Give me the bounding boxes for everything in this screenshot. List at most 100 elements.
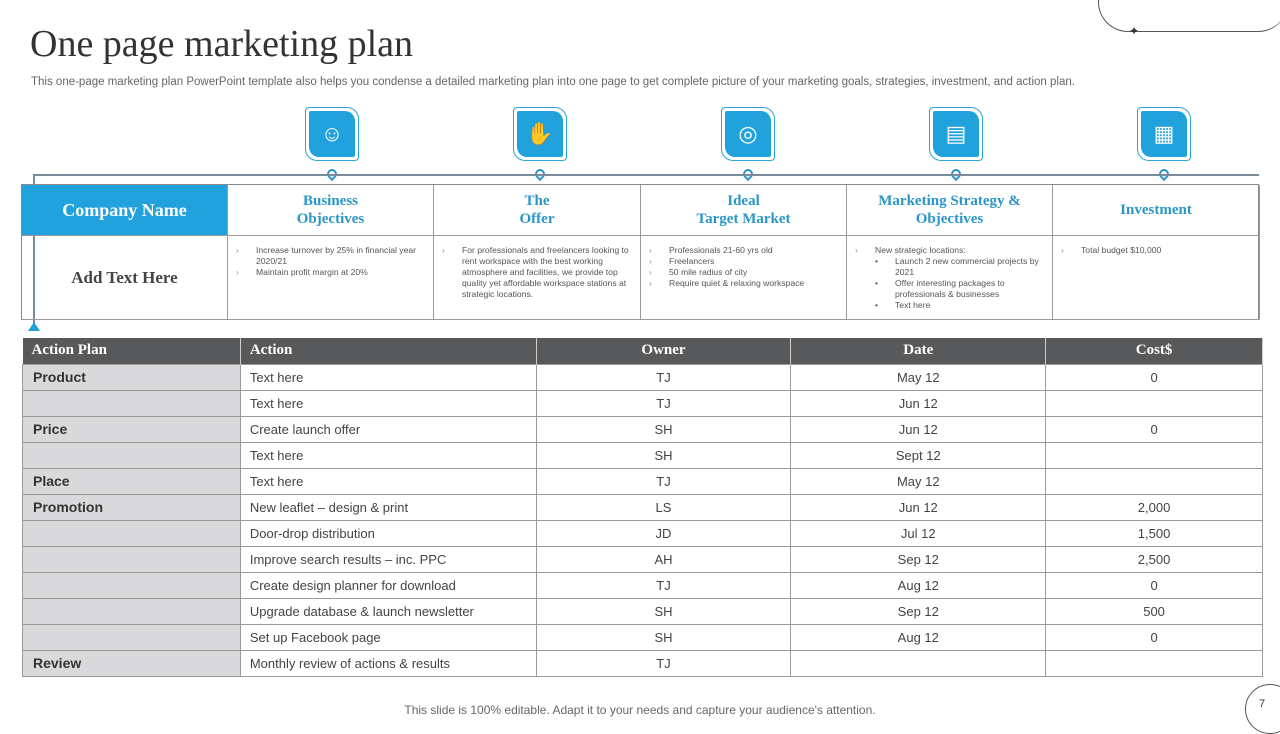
table-row: Place Text here TJ May 12 [22, 467, 1263, 495]
sub-bullet-item: • Text here [875, 300, 931, 310]
table-row: Review Monthly review of actions & result… [22, 649, 1263, 677]
cost-cell [1045, 441, 1263, 469]
column-header: Owner [536, 338, 792, 364]
team-award-icon: ☺ [305, 107, 359, 161]
action-cell: Text here [239, 363, 537, 391]
chevron-bullet-icon: › [649, 279, 652, 288]
owner-cell: TJ [535, 389, 792, 417]
owner-cell: LS [535, 493, 792, 521]
action-cell: Upgrade database & launch newsletter [239, 597, 537, 625]
chevron-bullet-icon: › [855, 246, 858, 255]
bullet-text: New strategic locations: [875, 245, 966, 255]
date-cell: Jun 12 [790, 415, 1047, 443]
category-cell: Review [22, 649, 241, 677]
table-row: Text here TJ Jun 12 [22, 389, 1263, 417]
bullet-item: › Require quiet & relaxing workspace [649, 278, 838, 289]
category-cell [22, 571, 241, 599]
column-heading: Ideal Target Market [641, 185, 847, 236]
owner-cell: SH [535, 597, 792, 625]
footer-note: This slide is 100% editable. Adapt it to… [404, 703, 876, 717]
category-cell: Promotion [22, 493, 241, 521]
bullet-text: 50 mile radius of city [669, 267, 748, 277]
action-cell: Create design planner for download [239, 571, 537, 599]
owner-cell: SH [535, 441, 792, 469]
column-body: › For professionals and freelancers looki… [434, 236, 641, 320]
sub-bullet-item: • Offer interesting packages to professio… [855, 278, 1044, 300]
owner-cell: TJ [535, 363, 792, 391]
sub-bullet-text: Launch 2 new commercial projects by 2021 [895, 256, 1039, 277]
bullet-item: › Increase turnover by 25% in financial y… [236, 245, 425, 267]
owner-cell: AH [535, 545, 792, 573]
date-cell: Sep 12 [790, 597, 1047, 625]
corner-decoration [1098, 0, 1280, 32]
chevron-bullet-icon: › [1061, 246, 1064, 255]
category-cell [22, 519, 241, 547]
cost-cell [1045, 649, 1263, 677]
cost-cell: 2,000 [1045, 493, 1263, 521]
action-cell: Improve search results – inc. PPC [239, 545, 537, 573]
bullet-text: Freelancers [669, 256, 715, 266]
table-row: Set up Facebook page SH Aug 12 0 [22, 623, 1263, 651]
cost-cell: 2,500 [1045, 545, 1263, 573]
bullet-text: Require quiet & relaxing workspace [669, 278, 805, 288]
category-cell: Product [22, 363, 241, 391]
bullet-item: › New strategic locations: [855, 245, 1044, 256]
table-row: Price Create launch offer SH Jun 12 0 [22, 415, 1263, 443]
action-cell: Door-drop distribution [239, 519, 537, 547]
sub-bullet-item: • Launch 2 new commercial projects by 202… [855, 256, 1044, 278]
table-row: Door-drop distribution JD Jul 12 1,500 [22, 519, 1263, 547]
owner-cell: TJ [535, 571, 792, 599]
bullet-text: Increase turnover by 25% in financial ye… [256, 245, 417, 266]
column-header: Date [790, 338, 1047, 364]
chevron-bullet-icon: › [236, 246, 239, 255]
date-cell: Jul 12 [790, 519, 1047, 547]
table-row: Promotion New leaflet – design & print LS J… [22, 493, 1263, 521]
company-name: Company Name [22, 185, 228, 236]
bullet-item: › Freelancers [649, 256, 838, 267]
column-heading: Business Objectives [228, 185, 434, 236]
timeline-line [33, 174, 1259, 176]
chevron-bullet-icon: › [442, 246, 445, 255]
category-cell [22, 389, 241, 417]
column-body: › Total budget $10,000 [1053, 236, 1260, 320]
column-header: Action [240, 338, 537, 364]
table-row: Text here SH Sept 12 [22, 441, 1263, 469]
action-cell: Text here [239, 467, 537, 495]
sub-bullet-text: Text here [895, 300, 931, 310]
action-cell: Text here [239, 441, 537, 469]
cost-cell: 0 [1045, 363, 1263, 391]
clipboard-icon: ▤ [929, 107, 983, 161]
category-cell [22, 545, 241, 573]
timeline-vertical-line [33, 174, 35, 326]
bullet-text: Professionals 21-60 yrs old [669, 245, 773, 255]
arrow-up-icon [28, 322, 40, 331]
date-cell: Sep 12 [790, 545, 1047, 573]
category-cell [22, 441, 241, 469]
sparkle-icon: ✦ [1129, 24, 1140, 38]
bullet-item: › 50 mile radius of city [649, 267, 838, 278]
date-cell: Jun 12 [790, 389, 1047, 417]
category-cell: Price [22, 415, 241, 443]
page-title: One page marketing plan [30, 23, 414, 65]
action-cell: Create launch offer [239, 415, 537, 443]
date-cell: Aug 12 [790, 571, 1047, 599]
owner-cell: SH [535, 623, 792, 651]
action-cell: Set up Facebook page [239, 623, 537, 651]
column-body: › New strategic locations: • Launch 2 new c… [847, 236, 1053, 320]
cost-cell: 0 [1045, 623, 1263, 651]
date-cell: May 12 [790, 467, 1047, 495]
category-cell: Place [22, 467, 241, 495]
sub-bullet-text: Offer interesting packages to profession… [895, 278, 1005, 299]
page-number: 7 [1245, 684, 1280, 734]
bullet-text: For professionals and freelancers lookin… [462, 245, 629, 299]
action-cell: Text here [239, 389, 537, 417]
bullet-item: › Professionals 21-60 yrs old [649, 245, 838, 256]
cost-cell [1045, 389, 1263, 417]
owner-cell: SH [535, 415, 792, 443]
column-heading: Marketing Strategy & Objectives [847, 185, 1053, 236]
bullet-text: Total budget $10,000 [1081, 245, 1162, 255]
add-text-placeholder: Add Text Here [22, 236, 228, 320]
cost-cell: 500 [1045, 597, 1263, 625]
column-heading: The Offer [434, 185, 641, 236]
action-cell: New leaflet – design & print [239, 493, 537, 521]
